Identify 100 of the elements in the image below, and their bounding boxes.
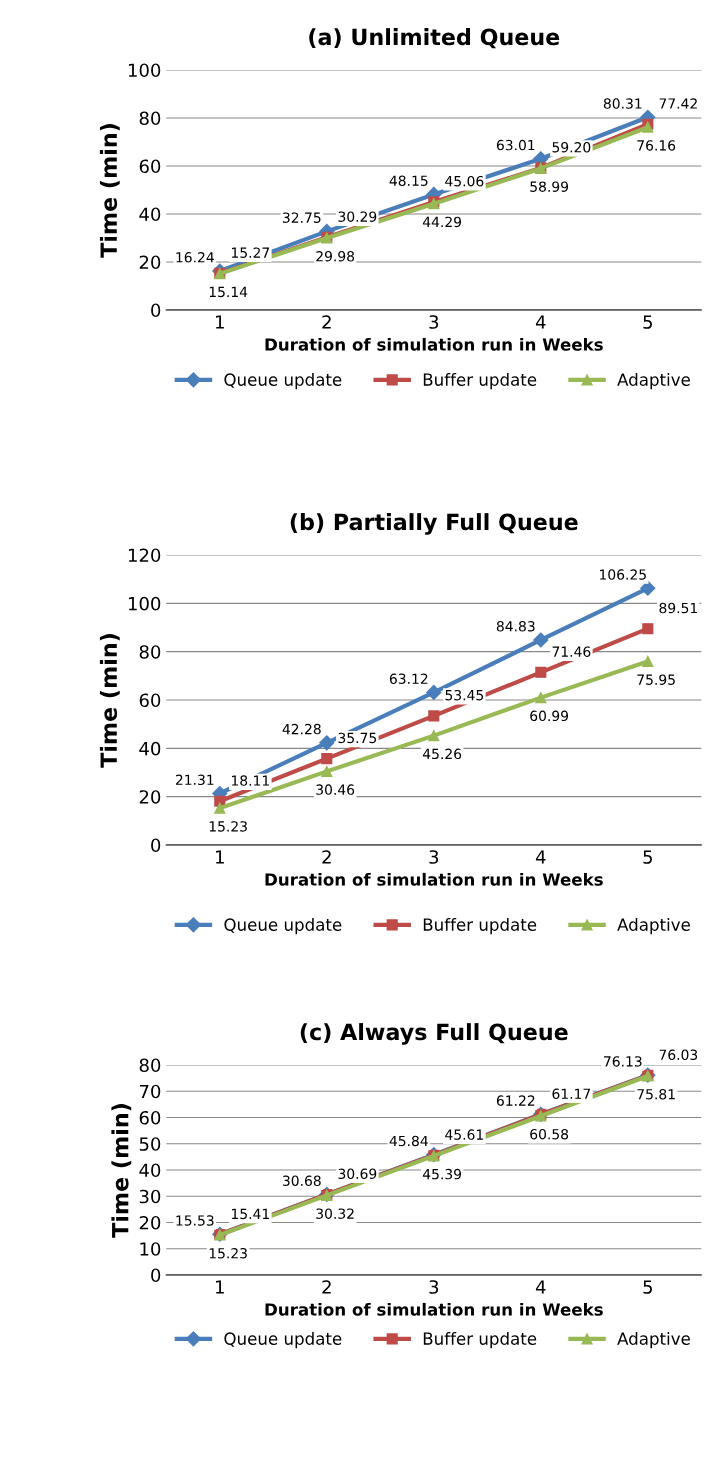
data-label: 77.42: [659, 98, 697, 109]
data-label: 30.46: [316, 784, 355, 795]
y-axis-title: Time (min): [111, 1104, 132, 1238]
data-label: 53.45: [445, 689, 484, 701]
x-tick-label: 4: [535, 1280, 546, 1294]
x-tick-label: 1: [216, 315, 224, 329]
data-label: 32.75: [282, 212, 321, 223]
data-label: 48.15: [389, 175, 428, 186]
data-label: 30.68: [282, 1175, 321, 1186]
data-label: 15.14: [209, 286, 248, 298]
x-tick-label: 2: [322, 850, 331, 864]
x-tick-label: 5: [643, 315, 652, 329]
x-tick-label: 5: [643, 1280, 652, 1294]
x-tick-label: 4: [535, 315, 546, 329]
y-tick-label: 70: [139, 1084, 161, 1099]
y-tick-label: 60: [139, 1110, 161, 1125]
data-label: 45.26: [422, 748, 462, 760]
x-tick-label: 4: [535, 850, 546, 864]
x-axis-title: Duration of simulation run in Weeks: [265, 872, 603, 886]
legend-label: Adaptive: [617, 373, 690, 390]
y-tick-label: 40: [139, 1163, 161, 1178]
data-label: 76.16: [637, 140, 676, 151]
chart-title: (c) Always Full Queue: [300, 1023, 568, 1045]
data-label: 15.27: [231, 247, 270, 258]
x-tick-label: 1: [216, 1280, 224, 1294]
x-tick-label: 2: [322, 1280, 331, 1294]
data-label: 59.20: [552, 142, 591, 153]
y-tick-label: 0: [151, 838, 161, 853]
y-tick-label: 100: [128, 63, 161, 78]
data-label: 15.41: [231, 1208, 269, 1220]
legend-label: Adaptive: [617, 1332, 690, 1349]
y-axis-title: Time (min): [99, 634, 120, 768]
data-label: 75.95: [637, 674, 675, 685]
data-label: 45.84: [389, 1135, 428, 1147]
chart-title: (b) Partially Full Queue: [290, 513, 578, 535]
y-axis-title: Time (min): [99, 124, 120, 258]
legend-label: Queue update: [224, 1332, 342, 1349]
data-label: 16.24: [176, 252, 214, 263]
data-label: 60.58: [530, 1128, 569, 1140]
legend-label: Buffer update: [423, 1332, 537, 1349]
legend-label: Adaptive: [617, 918, 690, 935]
y-tick-label: 30: [139, 1189, 161, 1204]
data-label: 106.25: [600, 569, 646, 580]
data-label: 18.11: [231, 775, 269, 786]
y-tick-label: 40: [139, 207, 161, 222]
y-tick-label: 10: [140, 1242, 161, 1256]
y-tick-label: 0: [151, 1268, 161, 1283]
data-label: 44.29: [422, 216, 462, 228]
y-tick-label: 80: [139, 645, 161, 659]
legend-label: Queue update: [224, 373, 342, 390]
data-label: 89.51: [659, 602, 697, 614]
y-tick-label: 60: [139, 693, 161, 708]
y-tick-label: 20: [139, 255, 161, 270]
legend-label: Buffer update: [423, 373, 537, 390]
x-axis-title: Duration of simulation run in Weeks: [265, 337, 603, 351]
x-tick-label: 5: [643, 850, 652, 864]
x-tick-label: 3: [429, 850, 439, 864]
data-label: 80.31: [603, 98, 642, 109]
data-label: 29.98: [316, 251, 355, 262]
x-tick-label: 2: [322, 315, 331, 329]
data-label: 45.61: [445, 1129, 483, 1140]
data-label: 30.29: [338, 211, 377, 222]
data-label: 61.22: [496, 1095, 535, 1106]
y-tick-label: 20: [139, 1215, 161, 1230]
y-tick-label: 120: [128, 548, 161, 563]
legend-label: Buffer update: [423, 918, 537, 935]
data-label: 30.32: [316, 1208, 354, 1219]
chart-title: (a) Unlimited Queue: [309, 28, 560, 49]
data-label: 61.17: [552, 1088, 591, 1100]
data-label: 45.06: [445, 175, 484, 187]
data-label: 15.53: [176, 1215, 214, 1226]
data-label: 63.12: [389, 673, 428, 684]
data-label: 75.81: [637, 1088, 675, 1100]
x-tick-label: 1: [216, 850, 224, 864]
y-tick-label: 20: [139, 790, 161, 804]
data-label: 76.03: [659, 1049, 698, 1061]
data-label: 15.23: [209, 821, 247, 832]
x-tick-label: 3: [429, 1280, 439, 1294]
y-tick-label: 50: [139, 1137, 161, 1151]
legend-label: Queue update: [224, 918, 342, 935]
x-axis-title: Duration of simulation run in Weeks: [265, 1302, 603, 1316]
y-tick-label: 80: [139, 1058, 161, 1073]
y-tick-label: 0: [151, 303, 161, 318]
x-tick-label: 3: [429, 315, 439, 329]
data-label: 84.83: [496, 621, 535, 632]
y-tick-label: 40: [139, 741, 161, 756]
data-label: 30.69: [338, 1168, 377, 1180]
data-label: 76.13: [604, 1056, 642, 1067]
data-label: 63.01: [496, 139, 535, 151]
y-tick-label: 100: [128, 596, 161, 611]
data-label: 60.99: [530, 710, 569, 722]
data-label: 21.31: [175, 774, 214, 786]
data-label: 58.99: [530, 181, 569, 192]
data-label: 35.75: [338, 732, 377, 744]
y-tick-label: 60: [139, 159, 161, 174]
data-label: 71.46: [552, 646, 591, 657]
data-label: 42.28: [282, 723, 321, 735]
data-label: 45.39: [422, 1168, 462, 1180]
y-tick-label: 80: [139, 111, 161, 126]
data-label: 15.23: [209, 1247, 247, 1259]
